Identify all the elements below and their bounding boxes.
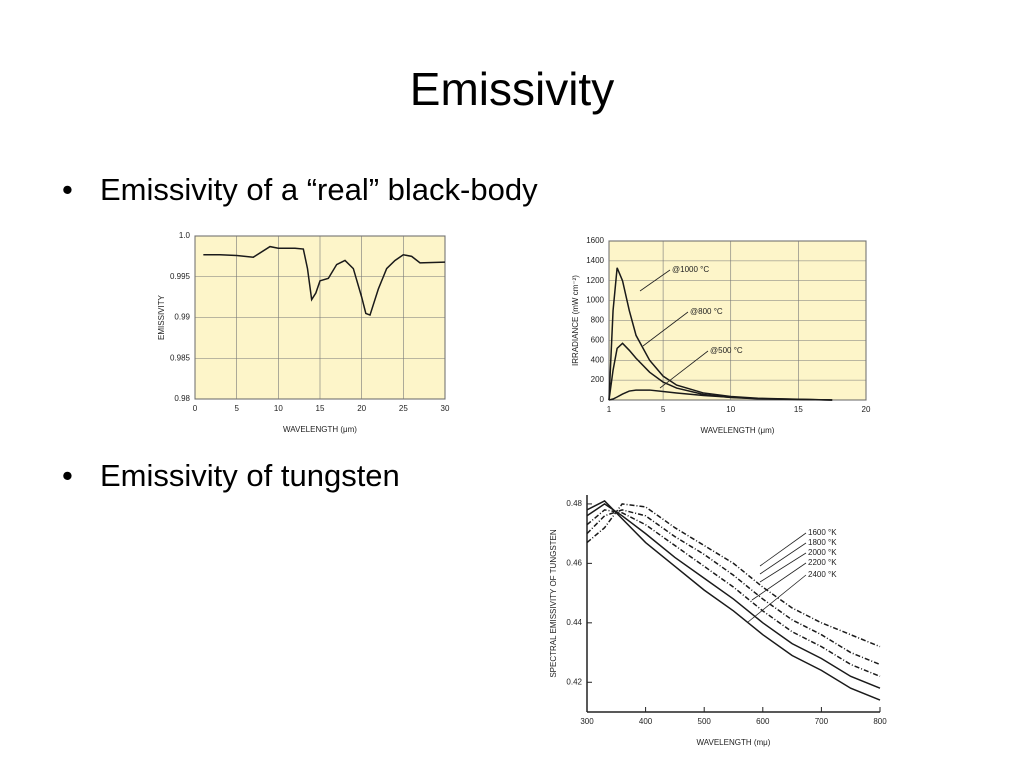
x-tick-label: 500 xyxy=(698,717,712,726)
bullet-text: Emissivity of tungsten xyxy=(100,458,400,493)
y-tick-label: 0.48 xyxy=(566,499,582,508)
y-tick-label: 0.98 xyxy=(174,394,190,403)
series-label: @1000 °C xyxy=(672,265,709,274)
line xyxy=(608,389,833,401)
x-tick-label: 10 xyxy=(726,405,735,414)
y-tick-label: 0.985 xyxy=(170,353,191,362)
series-label: 2400 °K xyxy=(808,570,837,579)
y-tick-label: 1400 xyxy=(586,256,604,265)
x-tick-label: 800 xyxy=(873,717,887,726)
annotation-leader xyxy=(759,552,807,583)
x-tick-label: 700 xyxy=(815,717,829,726)
annotation-leader xyxy=(639,269,671,292)
line xyxy=(203,245,446,317)
y-tick-label: 0.995 xyxy=(170,272,191,281)
y-tick-label: 600 xyxy=(591,335,605,344)
slide-title: Emissivity xyxy=(409,63,615,115)
annotation-leader xyxy=(751,562,807,601)
line xyxy=(586,503,881,689)
y-tick-label: 1000 xyxy=(586,296,604,305)
series-label: 2200 °K xyxy=(808,558,837,567)
x-tick-label: 5 xyxy=(234,404,239,413)
x-axis-label: WAVELENGTH (μm) xyxy=(701,426,775,435)
y-tick-label: 0 xyxy=(600,395,605,404)
line xyxy=(586,509,881,666)
annotation-leader xyxy=(659,350,709,389)
y-tick-label: 0.99 xyxy=(174,313,190,322)
x-axis-label: WAVELENGTH (μm) xyxy=(283,425,357,434)
annotation-leader xyxy=(759,532,807,567)
line xyxy=(586,503,881,648)
bullet: • Emissivity of tungsten xyxy=(62,458,400,493)
x-tick-label: 1 xyxy=(607,405,612,414)
x-tick-label: 30 xyxy=(441,404,450,413)
series-label: @800 °C xyxy=(690,307,723,316)
x-tick-label: 600 xyxy=(756,717,770,726)
x-tick-label: 25 xyxy=(399,404,408,413)
y-axis-label: EMISSIVITY xyxy=(157,294,166,340)
x-tick-label: 15 xyxy=(316,404,325,413)
line xyxy=(586,509,881,678)
y-tick-label: 1.0 xyxy=(179,231,191,240)
line xyxy=(586,500,881,701)
x-tick-label: 0 xyxy=(193,404,198,413)
x-tick-label: 300 xyxy=(580,717,594,726)
annotation-leader xyxy=(642,311,689,347)
y-tick-label: 0.46 xyxy=(566,558,582,567)
y-tick-label: 400 xyxy=(591,355,605,364)
x-tick-label: 400 xyxy=(639,717,653,726)
annotation-leader xyxy=(759,542,807,575)
y-axis-label: IRRADIANCE (mW cm⁻²) xyxy=(571,275,580,366)
y-axis-label: SPECTRAL EMISSIVITY OF TUNGSTEN xyxy=(549,529,558,678)
bullet-text: Emissivity of a “real” black-body xyxy=(100,172,538,207)
series-label: 1600 °K xyxy=(808,528,837,537)
x-tick-label: 15 xyxy=(794,405,803,414)
x-tick-label: 5 xyxy=(661,405,666,414)
series-label: 1800 °K xyxy=(808,538,837,547)
y-tick-label: 1200 xyxy=(586,276,604,285)
y-tick-label: 800 xyxy=(591,316,605,325)
y-tick-label: 200 xyxy=(591,375,605,384)
y-tick-label: 0.42 xyxy=(566,677,582,686)
y-tick-label: 1600 xyxy=(586,236,604,245)
annotation-leader xyxy=(747,574,807,623)
x-tick-label: 10 xyxy=(274,404,283,413)
x-tick-label: 20 xyxy=(862,405,871,414)
y-tick-label: 0.44 xyxy=(566,618,582,627)
series-label: @500 °C xyxy=(710,346,743,355)
x-axis-label: WAVELENGTH (mμ) xyxy=(697,738,771,747)
series-label: 2000 °K xyxy=(808,548,837,557)
bullet: • Emissivity of a “real” black-body xyxy=(62,172,538,207)
x-tick-label: 20 xyxy=(357,404,366,413)
